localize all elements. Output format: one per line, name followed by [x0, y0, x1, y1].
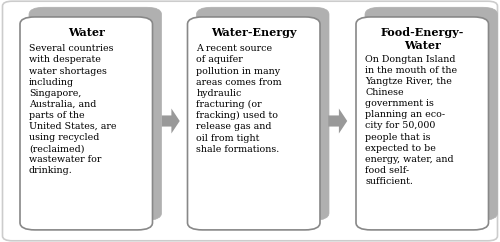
FancyBboxPatch shape: [20, 17, 152, 230]
Text: Water: Water: [68, 27, 104, 38]
Text: On Dongtan Island
in the mouth of the
Yangtze River, the
Chinese
government is
p: On Dongtan Island in the mouth of the Ya…: [365, 55, 457, 186]
Text: Water-Energy: Water-Energy: [211, 27, 296, 38]
FancyBboxPatch shape: [196, 7, 329, 220]
FancyBboxPatch shape: [356, 17, 488, 230]
FancyBboxPatch shape: [29, 7, 162, 220]
FancyBboxPatch shape: [188, 17, 320, 230]
FancyBboxPatch shape: [365, 7, 498, 220]
Text: Food-Energy-
Water: Food-Energy- Water: [380, 27, 464, 51]
Text: A recent source
of aquifer
pollution in many
areas comes from
hydraulic
fracturi: A recent source of aquifer pollution in …: [196, 44, 282, 154]
Text: Several countries
with desperate
water shortages
including
Singapore,
Australia,: Several countries with desperate water s…: [29, 44, 117, 175]
